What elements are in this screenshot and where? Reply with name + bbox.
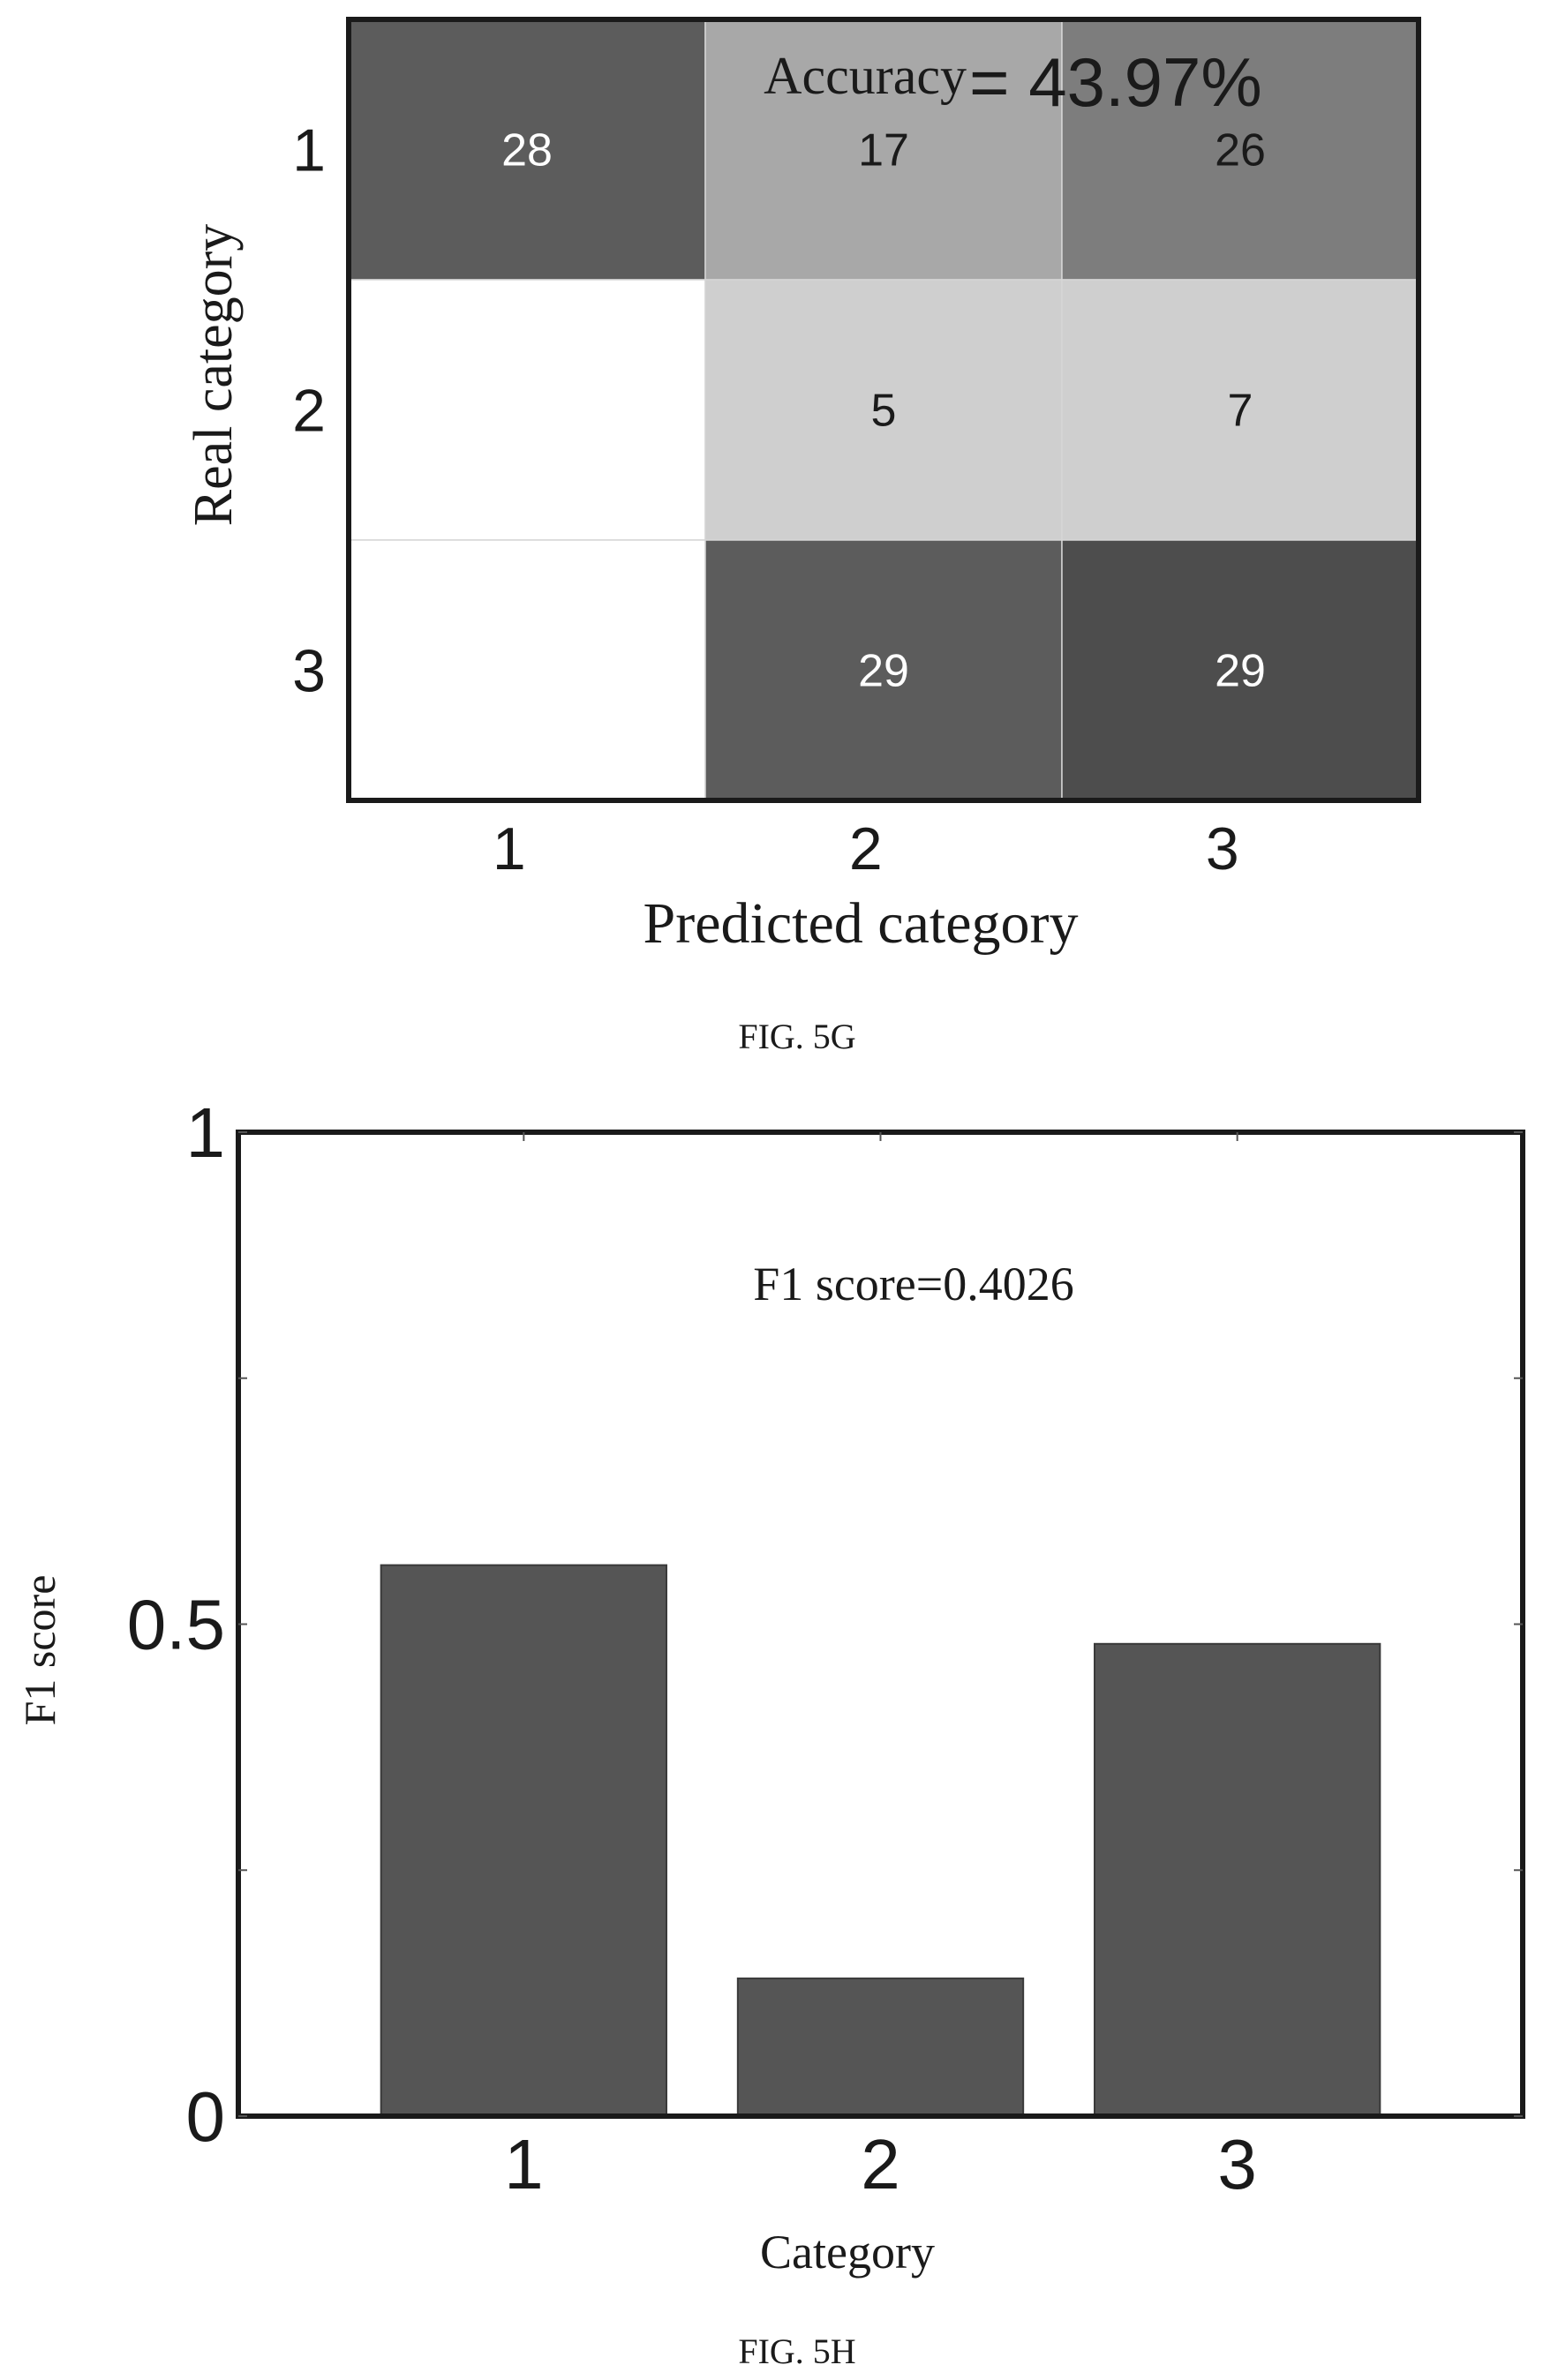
matrix-cell-label-r3-c3: 29	[1215, 646, 1266, 697]
matrix-cell-r3-c1	[348, 539, 706, 801]
confusion-matrix-y-tick-labels: 1 2 3	[292, 117, 326, 705]
matrix-x-tick-label: 1	[493, 815, 526, 882]
f1-y-tick-labels: 00.51	[127, 1093, 225, 2156]
f1-x-tick-labels: 1 2 3	[504, 2125, 1257, 2204]
accuracy-label: Accuracy	[764, 47, 967, 105]
f1-x-tick-label: 3	[1217, 2125, 1257, 2204]
bar-category-2	[736, 1977, 1025, 2117]
confusion-matrix-x-axis-label: Predicted category	[644, 891, 1079, 956]
matrix-cell-r2-c1	[348, 279, 706, 541]
confusion-matrix-frame	[346, 17, 1421, 803]
confusion-matrix-cells	[348, 19, 1419, 801]
f1-y-axis-label: F1 score	[15, 1575, 64, 1726]
f1-bars	[380, 1564, 1381, 2118]
matrix-y-tick-label: 2	[292, 378, 326, 445]
matrix-cell-r1-c2	[704, 19, 1063, 281]
matrix-cell-label-r2-c2: 5	[871, 386, 897, 437]
figure-caption-5g: FIG. 5G	[738, 1017, 855, 1056]
matrix-y-tick-label: 3	[292, 638, 326, 705]
matrix-cell-label-r1-c3: 26	[1215, 125, 1266, 176]
confusion-matrix-cell-labels: 28 17 26 5 7 29 29	[501, 125, 1266, 697]
matrix-cell-r2-c3	[1061, 279, 1419, 541]
confusion-matrix-y-axis-label: Real category	[184, 224, 244, 527]
f1-x-tick-label: 2	[861, 2125, 900, 2204]
matrix-cell-r1-c1	[348, 19, 706, 281]
bar-category-3	[1094, 1642, 1381, 2118]
f1-x-axis-label: Category	[760, 2226, 935, 2279]
matrix-cell-label-r1-c2: 17	[858, 125, 909, 176]
matrix-cell-label-r3-c2: 29	[858, 646, 909, 697]
confusion-matrix-figure: 28 17 26 5 7 29 29 Accuracy = 43.97% 1 2 3 1 2 3 R…	[184, 17, 1421, 1056]
matrix-cell-label-r1-c1: 28	[501, 125, 553, 176]
figure-caption-5h: FIG. 5H	[738, 2331, 855, 2371]
f1-score-annotation: F1 score=0.4026	[753, 1258, 1073, 1310]
f1-y-tick-label: 1	[186, 1093, 226, 1172]
accuracy-value: = 43.97%	[969, 43, 1262, 121]
matrix-x-tick-label: 2	[849, 815, 883, 882]
f1-tick-marks	[238, 1131, 1523, 2117]
matrix-x-tick-label: 3	[1206, 815, 1239, 882]
matrix-cell-r3-c2	[704, 539, 1063, 801]
confusion-matrix-x-tick-labels: 1 2 3	[493, 815, 1239, 882]
f1-y-tick-label: 0	[186, 2077, 226, 2156]
matrix-cell-r2-c2	[704, 279, 1063, 541]
matrix-cell-label-r2-c3: 7	[1228, 386, 1253, 437]
bar-category-1	[380, 1564, 667, 2117]
matrix-y-tick-label: 1	[292, 117, 326, 184]
f1-y-tick-label: 0.5	[127, 1586, 225, 1664]
f1-x-tick-label: 1	[504, 2125, 544, 2204]
